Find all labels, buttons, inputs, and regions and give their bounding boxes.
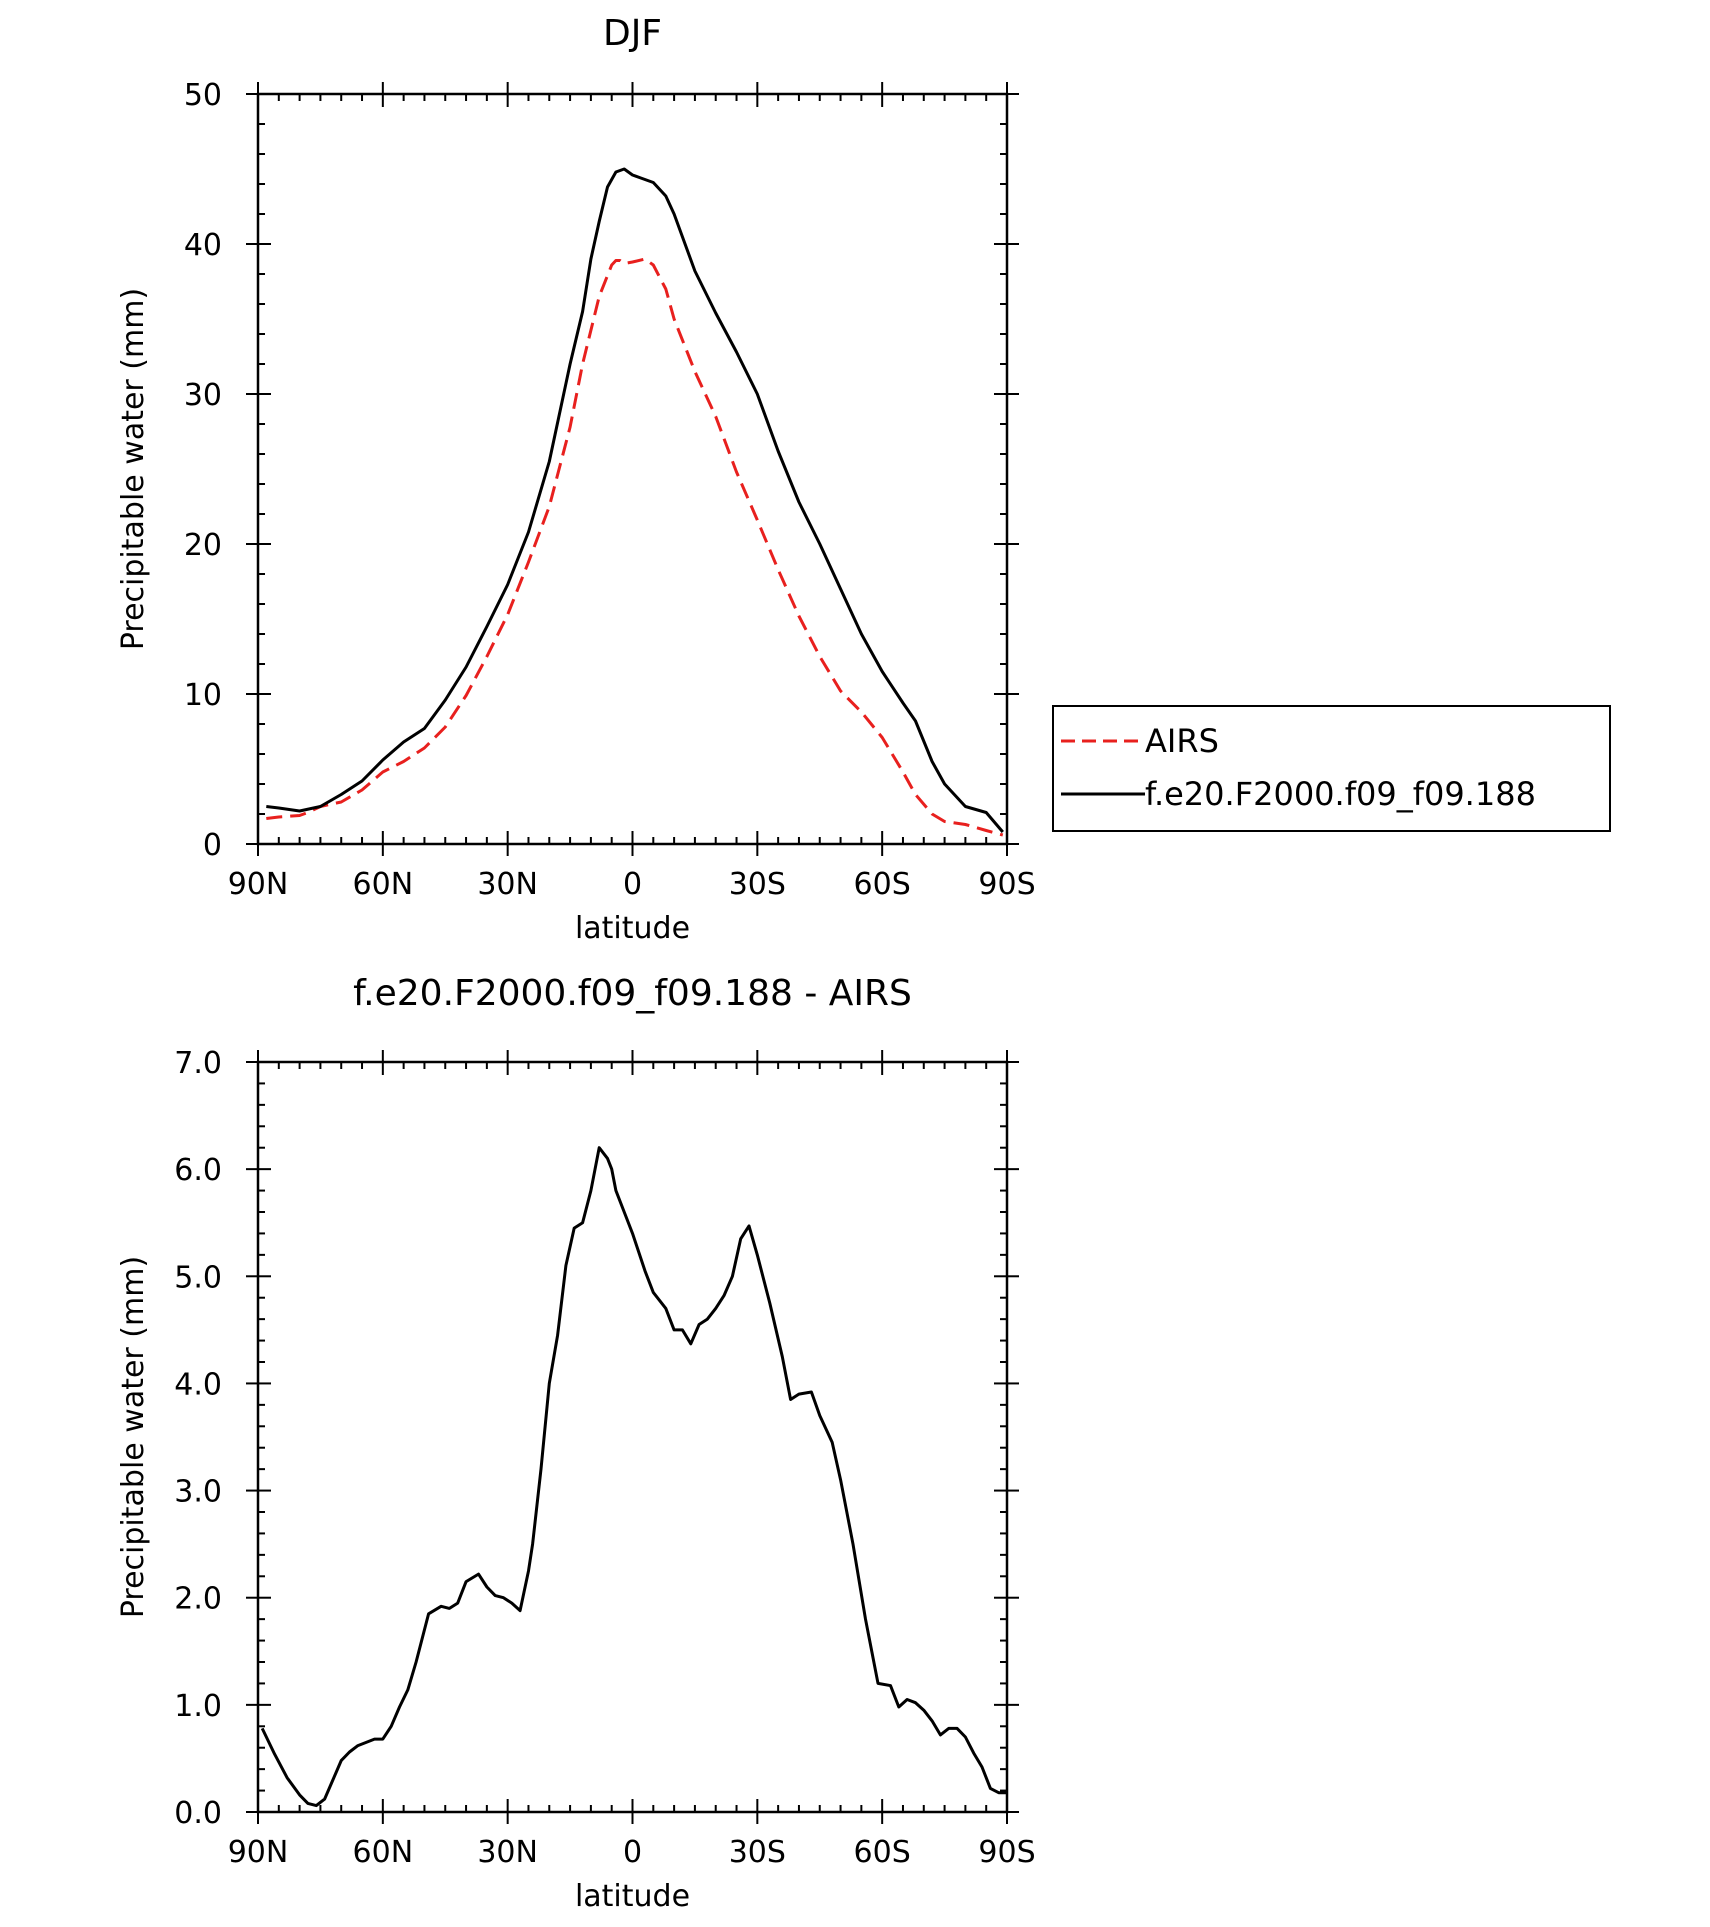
series-line-f-e20-f2000-f09-f09-188 [266, 167, 1004, 833]
x-tick-label: 90S [978, 867, 1035, 902]
plot-frame [256, 92, 1009, 846]
x-tick-label: 0 [623, 1835, 642, 1870]
legend-label: f.e20.F2000.f09_f09.188 [1145, 775, 1536, 813]
y-tick-label: 7.0 [174, 1046, 222, 1081]
plot-title: DJF [603, 13, 662, 54]
y-tick-label: 20 [184, 528, 222, 563]
y-tick-label: 6.0 [174, 1153, 222, 1188]
series-line-airs [266, 257, 1004, 837]
x-tick-label: 90N [228, 1835, 289, 1870]
y-tick-label: 3.0 [174, 1475, 222, 1510]
x-tick-label: 60N [353, 1835, 414, 1870]
x-tick-label: 60S [854, 867, 911, 902]
y-tick-label: 0 [203, 828, 222, 863]
legend-box [1052, 705, 1611, 832]
y-tick-label: 2.0 [174, 1582, 222, 1617]
y-tick-label: 0.0 [174, 1796, 222, 1831]
y-axis-title: Precipitable water (mm) [116, 1256, 151, 1618]
y-tick-label: 50 [184, 78, 222, 113]
x-tick-label: 30N [477, 1835, 538, 1870]
plot-title: f.e20.F2000.f09_f09.188 - AIRS [353, 973, 912, 1014]
x-tick-label: 60N [353, 867, 414, 902]
x-tick-label: 0 [623, 867, 642, 902]
y-tick-label: 40 [184, 228, 222, 263]
panel-bottom: 90N 60N 30N 0 30S 60S 90S 0.0 1.0 2.0 3.0 4.0 5.0 6.0… [116, 973, 1036, 1914]
x-axis-title: latitude [575, 911, 690, 946]
x-tick-label: 90N [228, 867, 289, 902]
x-tick-label: 30N [477, 867, 538, 902]
y-tick-label: 1.0 [174, 1689, 222, 1724]
y-axis-title: Precipitable water (mm) [116, 288, 151, 650]
y-tick-label: 4.0 [174, 1367, 222, 1402]
y-tick-label: 10 [184, 678, 222, 713]
legend-label: AIRS [1145, 722, 1219, 760]
x-axis-title: latitude [575, 1879, 690, 1914]
series-line-difference [260, 1146, 1007, 1808]
x-tick-label: 30S [729, 1835, 786, 1870]
x-tick-label: 60S [854, 1835, 911, 1870]
x-tick-label: 30S [729, 867, 786, 902]
y-tick-label: 30 [184, 378, 222, 413]
y-tick-label: 5.0 [174, 1260, 222, 1295]
x-tick-label: 90S [978, 1835, 1035, 1870]
panel-top: 90N 60N 30N 0 30S 60S 90S 0 10 20 30 40 50 latitude Pr… [116, 13, 1611, 946]
